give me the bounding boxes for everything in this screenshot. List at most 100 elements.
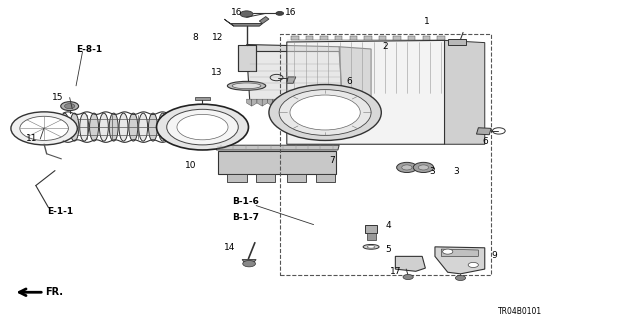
Polygon shape xyxy=(259,17,269,24)
Ellipse shape xyxy=(158,113,167,141)
Polygon shape xyxy=(287,174,306,182)
Text: 17: 17 xyxy=(390,267,401,276)
Text: 12: 12 xyxy=(212,33,223,42)
Text: FR.: FR. xyxy=(45,287,63,297)
Polygon shape xyxy=(246,45,342,51)
Polygon shape xyxy=(335,99,340,106)
Circle shape xyxy=(240,11,253,17)
Text: 3: 3 xyxy=(429,167,435,176)
Polygon shape xyxy=(367,233,376,240)
Bar xyxy=(280,34,491,275)
Ellipse shape xyxy=(139,113,148,141)
Circle shape xyxy=(468,263,478,268)
Text: E-1-1: E-1-1 xyxy=(47,207,73,216)
Polygon shape xyxy=(256,174,275,182)
Polygon shape xyxy=(339,47,371,103)
Circle shape xyxy=(403,274,413,279)
Polygon shape xyxy=(291,36,299,41)
Polygon shape xyxy=(340,99,346,106)
Polygon shape xyxy=(437,36,445,41)
Polygon shape xyxy=(214,145,339,150)
Circle shape xyxy=(413,162,434,173)
Polygon shape xyxy=(394,36,401,41)
Polygon shape xyxy=(364,36,372,41)
Circle shape xyxy=(419,165,429,170)
Ellipse shape xyxy=(60,113,69,141)
Polygon shape xyxy=(324,99,330,106)
Text: B-1-7: B-1-7 xyxy=(232,213,259,222)
Circle shape xyxy=(290,95,360,130)
Text: 16: 16 xyxy=(285,8,296,17)
Polygon shape xyxy=(309,99,314,106)
Text: 6: 6 xyxy=(347,77,353,86)
Text: B-1-6: B-1-6 xyxy=(232,197,259,206)
Ellipse shape xyxy=(99,113,108,141)
Bar xyxy=(195,97,209,100)
Circle shape xyxy=(276,11,284,15)
Polygon shape xyxy=(283,99,288,106)
Circle shape xyxy=(11,112,77,145)
Text: 4: 4 xyxy=(385,221,391,230)
Circle shape xyxy=(279,90,371,135)
Polygon shape xyxy=(408,36,415,41)
Ellipse shape xyxy=(168,113,177,141)
Polygon shape xyxy=(379,36,386,41)
Text: 6: 6 xyxy=(483,137,488,145)
Circle shape xyxy=(167,109,238,145)
Circle shape xyxy=(269,85,381,140)
Polygon shape xyxy=(227,174,246,182)
Circle shape xyxy=(402,165,412,170)
Polygon shape xyxy=(246,99,252,106)
Text: 3: 3 xyxy=(453,167,459,176)
Ellipse shape xyxy=(178,113,187,141)
Text: 10: 10 xyxy=(185,161,196,170)
Polygon shape xyxy=(435,247,484,274)
Polygon shape xyxy=(242,260,256,263)
Text: 11: 11 xyxy=(26,134,38,143)
Text: 13: 13 xyxy=(211,68,223,77)
Polygon shape xyxy=(230,24,262,26)
Circle shape xyxy=(61,102,79,111)
Text: 1: 1 xyxy=(424,17,430,26)
Polygon shape xyxy=(396,256,426,271)
Text: 7: 7 xyxy=(330,156,335,165)
Polygon shape xyxy=(287,77,296,83)
Text: 14: 14 xyxy=(225,243,236,252)
Ellipse shape xyxy=(90,113,99,141)
Text: 2: 2 xyxy=(383,42,388,51)
Text: TR04B0101: TR04B0101 xyxy=(497,307,541,316)
Circle shape xyxy=(456,275,466,280)
Circle shape xyxy=(157,104,248,150)
Polygon shape xyxy=(252,99,257,106)
Polygon shape xyxy=(288,99,294,106)
Ellipse shape xyxy=(367,246,375,248)
Polygon shape xyxy=(299,99,304,106)
Ellipse shape xyxy=(129,113,138,141)
Polygon shape xyxy=(476,128,491,135)
Polygon shape xyxy=(294,99,299,106)
Text: 5: 5 xyxy=(385,245,391,254)
Polygon shape xyxy=(304,99,309,106)
Polygon shape xyxy=(422,36,430,41)
Polygon shape xyxy=(218,151,336,174)
Polygon shape xyxy=(246,51,342,101)
Polygon shape xyxy=(319,99,324,106)
Polygon shape xyxy=(273,99,278,106)
Polygon shape xyxy=(321,36,328,41)
Polygon shape xyxy=(442,249,478,256)
Polygon shape xyxy=(349,36,357,41)
Ellipse shape xyxy=(148,113,157,141)
Polygon shape xyxy=(335,36,342,41)
Polygon shape xyxy=(262,99,268,106)
Polygon shape xyxy=(224,19,234,26)
Text: 15: 15 xyxy=(52,93,63,102)
Polygon shape xyxy=(238,45,256,70)
Circle shape xyxy=(243,261,255,267)
Polygon shape xyxy=(316,174,335,182)
Text: 9: 9 xyxy=(491,251,497,260)
Polygon shape xyxy=(445,41,484,144)
Ellipse shape xyxy=(80,113,89,141)
Text: 16: 16 xyxy=(230,8,242,17)
Text: 8: 8 xyxy=(193,33,198,42)
Polygon shape xyxy=(306,36,313,41)
